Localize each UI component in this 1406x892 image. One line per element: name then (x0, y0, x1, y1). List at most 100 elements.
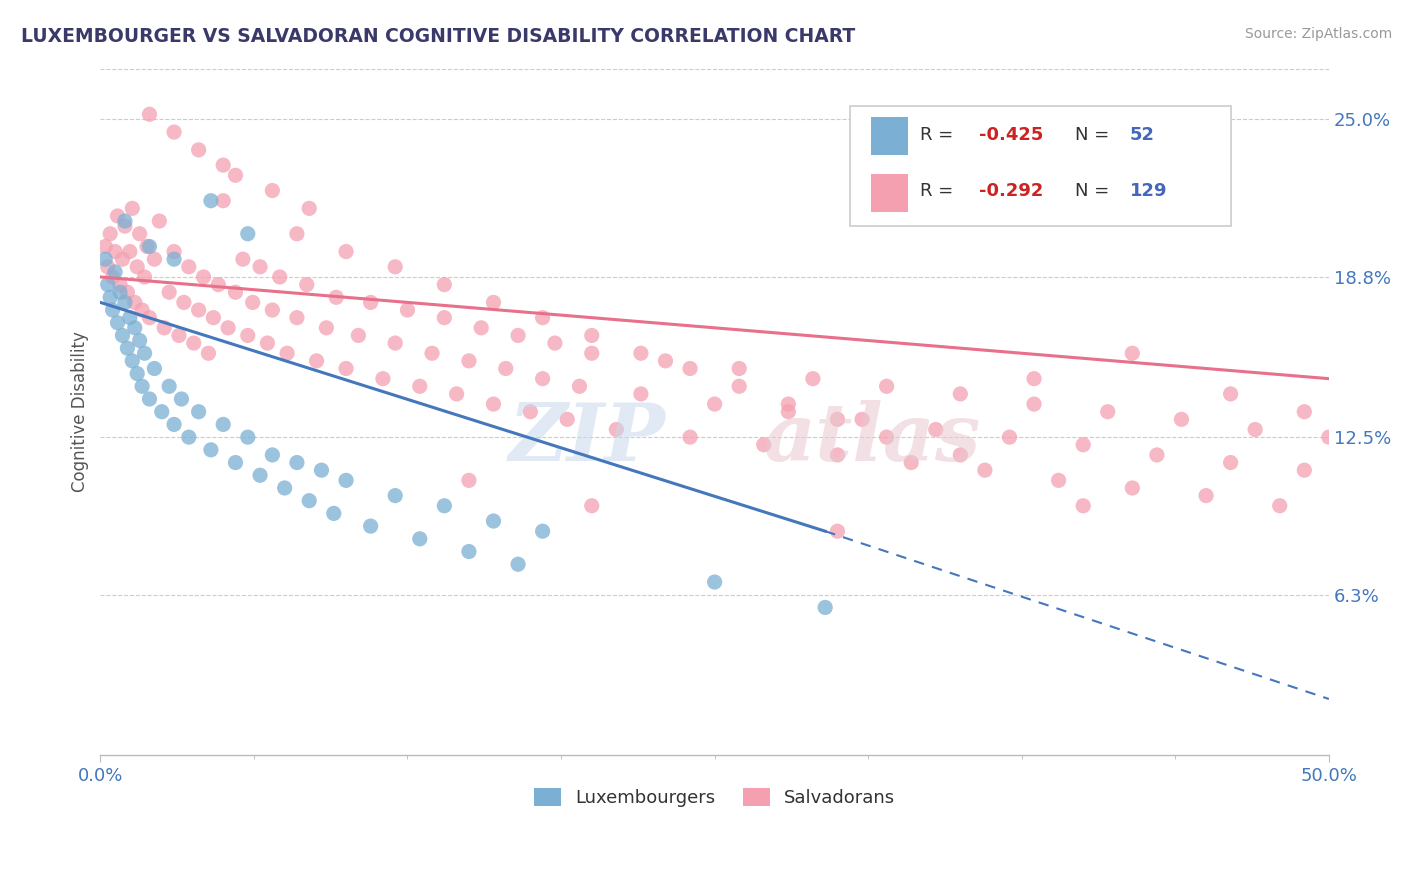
Text: -0.292: -0.292 (979, 182, 1043, 200)
Point (851, 412, 873, 426)
Point (111, 252, 134, 267)
FancyBboxPatch shape (849, 106, 1230, 227)
Text: N =: N = (1074, 182, 1115, 200)
Point (197, 346, 219, 360)
Point (262, 448, 284, 462)
Point (728, 361, 751, 376)
Text: atlas: atlas (763, 401, 981, 478)
Point (458, 544, 481, 558)
Point (242, 295, 264, 310)
Point (212, 417, 235, 432)
Point (170, 392, 193, 406)
Point (127, 367, 149, 381)
Point (814, 600, 837, 615)
Point (482, 514, 505, 528)
Point (482, 295, 505, 310)
Point (1097, 405, 1119, 419)
Point (285, 310, 308, 325)
Point (256, 336, 278, 351)
Point (121, 354, 143, 368)
Point (311, 463, 333, 477)
Point (295, 277, 318, 292)
Point (1071, 438, 1094, 452)
Point (249, 468, 271, 483)
Point (1047, 474, 1070, 488)
Point (97, 277, 120, 292)
Point (117, 285, 139, 300)
Point (827, 412, 849, 426)
Point (360, 295, 382, 310)
Point (998, 430, 1021, 444)
Point (94, 239, 117, 253)
Point (482, 397, 505, 411)
Point (143, 361, 166, 376)
Point (605, 423, 627, 437)
Point (1121, 346, 1143, 360)
Point (396, 303, 419, 318)
Point (778, 397, 800, 411)
Point (384, 260, 406, 274)
Point (236, 328, 259, 343)
Point (202, 310, 225, 325)
Point (187, 143, 209, 157)
Point (143, 252, 166, 267)
Point (360, 519, 382, 533)
Text: R =: R = (920, 126, 959, 144)
Point (581, 346, 603, 360)
Point (114, 219, 136, 234)
Point (134, 346, 156, 360)
Point (630, 346, 652, 360)
Point (506, 328, 529, 343)
Point (104, 265, 127, 279)
Point (212, 194, 235, 208)
Point (163, 125, 186, 139)
Point (949, 448, 972, 462)
Point (111, 328, 134, 343)
Point (973, 463, 995, 477)
Point (138, 392, 160, 406)
Point (200, 194, 222, 208)
Point (1195, 489, 1218, 503)
Point (232, 252, 254, 267)
Point (128, 227, 150, 241)
Point (269, 270, 291, 285)
Point (114, 214, 136, 228)
Point (506, 558, 529, 572)
Point (121, 202, 143, 216)
Point (827, 448, 849, 462)
Point (101, 303, 124, 318)
Point (305, 354, 328, 368)
Point (107, 209, 129, 223)
Point (131, 379, 153, 393)
Point (335, 244, 357, 259)
Text: LUXEMBOURGER VS SALVADORAN COGNITIVE DISABILITY CORRELATION CHART: LUXEMBOURGER VS SALVADORAN COGNITIVE DIS… (21, 27, 855, 45)
Point (384, 489, 406, 503)
Point (531, 524, 554, 539)
Point (752, 438, 775, 452)
Point (801, 372, 824, 386)
Legend: Luxembourgers, Salvadorans: Luxembourgers, Salvadorans (527, 780, 903, 814)
Point (276, 346, 298, 360)
Point (322, 507, 344, 521)
Point (495, 361, 517, 376)
Point (876, 430, 898, 444)
Text: 129: 129 (1130, 182, 1167, 200)
Point (1071, 499, 1094, 513)
Point (114, 295, 136, 310)
Point (285, 456, 308, 470)
Point (298, 493, 321, 508)
Point (285, 227, 308, 241)
Bar (870, 118, 907, 155)
Point (703, 575, 725, 590)
Point (131, 303, 153, 318)
Point (876, 379, 898, 393)
Point (273, 481, 295, 495)
Point (127, 260, 149, 274)
Point (138, 239, 160, 253)
Point (1121, 481, 1143, 495)
Point (94, 252, 117, 267)
Point (409, 379, 432, 393)
Point (224, 169, 246, 183)
Point (224, 456, 246, 470)
Point (118, 244, 141, 259)
